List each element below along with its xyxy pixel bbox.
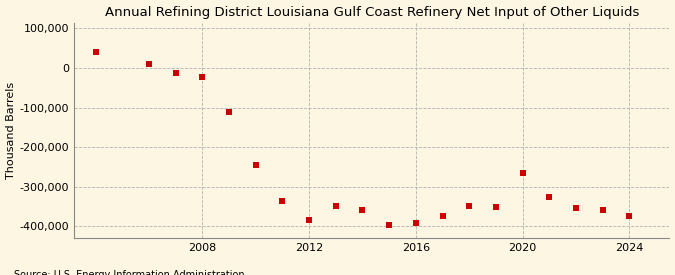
Point [464, 204, 475, 208]
Point [570, 206, 581, 211]
Point [410, 221, 421, 226]
Point [304, 218, 315, 222]
Point [277, 198, 288, 203]
Point [491, 205, 502, 210]
Point [544, 194, 555, 199]
Point [170, 70, 181, 75]
Title: Annual Refining District Louisiana Gulf Coast Refinery Net Input of Other Liquid: Annual Refining District Louisiana Gulf … [105, 6, 639, 18]
Point [90, 50, 101, 54]
Point [597, 207, 608, 212]
Point [384, 223, 395, 228]
Point [330, 204, 341, 209]
Y-axis label: Thousand Barrels: Thousand Barrels [5, 82, 16, 179]
Point [250, 163, 261, 167]
Point [357, 208, 368, 213]
Point [624, 214, 634, 219]
Point [223, 109, 234, 114]
Point [197, 75, 208, 79]
Point [517, 170, 528, 175]
Point [437, 214, 448, 219]
Point [144, 62, 155, 66]
Text: Source: U.S. Energy Information Administration: Source: U.S. Energy Information Administ… [14, 271, 244, 275]
